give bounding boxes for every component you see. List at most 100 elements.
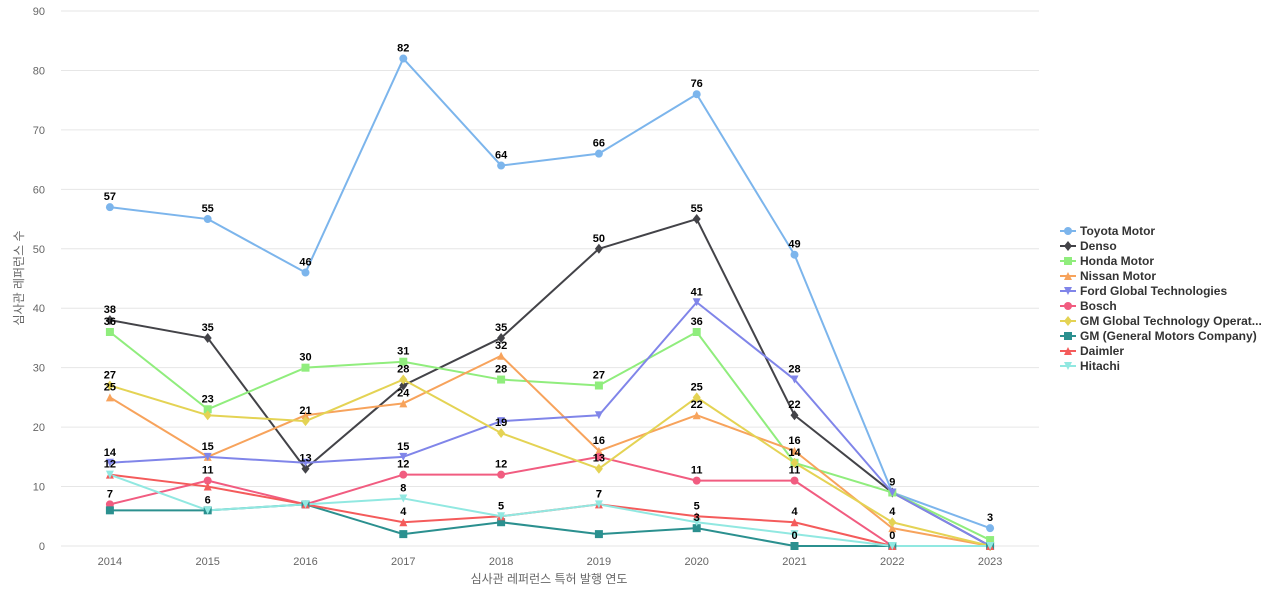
legend-item[interactable]: GM (General Motors Company): [1060, 329, 1257, 343]
data-label: 11: [202, 465, 214, 477]
legend-marker: [1064, 287, 1072, 295]
y-tick-label: 0: [39, 541, 45, 553]
legend-item[interactable]: GM Global Technology Operat...: [1060, 314, 1262, 328]
data-point: [986, 542, 995, 550]
data-point: [203, 410, 212, 421]
series-line: [109, 378, 991, 547]
data-label: 9: [889, 477, 895, 489]
series-markers: [105, 54, 995, 551]
legend-item[interactable]: Honda Motor: [1060, 254, 1154, 268]
data-point: [203, 506, 212, 515]
data-point: [399, 494, 408, 503]
legend-item[interactable]: Denso: [1060, 239, 1117, 253]
legend-item[interactable]: Hitachi: [1060, 359, 1120, 373]
data-label: 76: [691, 78, 703, 90]
data-label: 4: [889, 506, 896, 518]
y-tick-label: 80: [33, 65, 45, 77]
legend-marker: [1064, 241, 1072, 251]
data-label: 3: [694, 512, 700, 524]
x-tick-label: 2020: [684, 556, 708, 568]
data-label: 21: [299, 405, 311, 417]
legend-label: Toyota Motor: [1080, 224, 1155, 238]
data-label: 64: [495, 150, 508, 162]
data-label: 25: [691, 381, 703, 393]
data-label: 25: [104, 381, 116, 393]
data-point: [986, 536, 995, 545]
legend-item[interactable]: Bosch: [1060, 299, 1117, 313]
legend-label: Denso: [1080, 239, 1117, 253]
data-point: [301, 500, 310, 509]
data-point: [790, 375, 799, 384]
data-label: 16: [593, 435, 605, 447]
data-point: [790, 476, 799, 485]
data-point: [203, 332, 212, 343]
data-label: 0: [791, 530, 797, 542]
data-point: [692, 524, 701, 533]
x-tick-label: 2017: [391, 556, 415, 568]
data-label: 15: [397, 441, 409, 453]
data-point: [790, 446, 799, 455]
x-axis-title: 심사관 레퍼런스 특허 발행 연도: [471, 571, 628, 586]
data-label: 12: [397, 459, 409, 471]
data-label: 41: [691, 286, 703, 298]
x-tick-label: 2022: [880, 556, 904, 568]
data-label: 32: [495, 340, 507, 352]
y-tick-label: 40: [33, 303, 45, 315]
legend-marker: [1064, 272, 1072, 280]
y-tick-label: 70: [33, 125, 45, 137]
data-label: 57: [104, 191, 116, 203]
y-axis-title: 심사관 레퍼런스 수: [12, 231, 26, 326]
data-point: [203, 476, 212, 485]
data-label: 35: [495, 322, 507, 334]
data-point: [594, 243, 603, 254]
data-point: [497, 375, 506, 384]
data-point: [594, 452, 603, 461]
series-line: [109, 331, 991, 541]
data-point: [497, 470, 506, 479]
data-point: [399, 452, 408, 461]
data-label: 5: [498, 500, 504, 512]
data-point: [301, 411, 310, 420]
data-point: [399, 357, 408, 366]
legend-marker: [1064, 332, 1072, 340]
data-point: [301, 463, 310, 474]
legend-label: Daimler: [1080, 344, 1124, 358]
y-tick-label: 10: [33, 482, 45, 494]
data-label: 23: [202, 393, 214, 405]
legend-item[interactable]: Toyota Motor: [1060, 224, 1155, 238]
legend-item[interactable]: Daimler: [1060, 344, 1124, 358]
data-label: 22: [788, 399, 800, 411]
data-label: 6: [205, 494, 211, 506]
data-label: 19: [495, 417, 507, 429]
data-point: [692, 411, 701, 420]
data-label: 28: [397, 364, 409, 376]
data-point: [692, 392, 701, 403]
data-label: 11: [789, 465, 801, 477]
data-point: [301, 363, 310, 372]
data-point: [301, 458, 310, 467]
data-label: 13: [299, 453, 311, 465]
data-label: 3: [987, 512, 993, 524]
legend-marker: [1064, 347, 1072, 355]
y-axis-tick-labels: 0 10 20 30 40 50 60 70 80 90: [33, 6, 45, 553]
data-point: [399, 380, 408, 391]
data-point: [301, 268, 310, 277]
data-point: [692, 476, 701, 485]
data-point: [203, 452, 212, 461]
data-label: 30: [299, 352, 311, 364]
data-label: 24: [397, 387, 410, 399]
x-tick-label: 2016: [293, 556, 317, 568]
data-label: 27: [104, 370, 116, 382]
grid-lines: [61, 10, 1039, 547]
y-tick-label: 30: [33, 363, 45, 375]
data-point: [105, 506, 114, 515]
data-point: [497, 417, 506, 426]
legend-item[interactable]: Nissan Motor: [1060, 269, 1156, 283]
data-point: [497, 161, 506, 170]
data-point: [790, 542, 799, 550]
data-label: 28: [788, 364, 800, 376]
legend-item[interactable]: Ford Global Technologies: [1060, 284, 1227, 298]
data-label: 12: [495, 459, 507, 471]
data-point: [790, 457, 799, 468]
legend-label: Hitachi: [1080, 359, 1120, 373]
